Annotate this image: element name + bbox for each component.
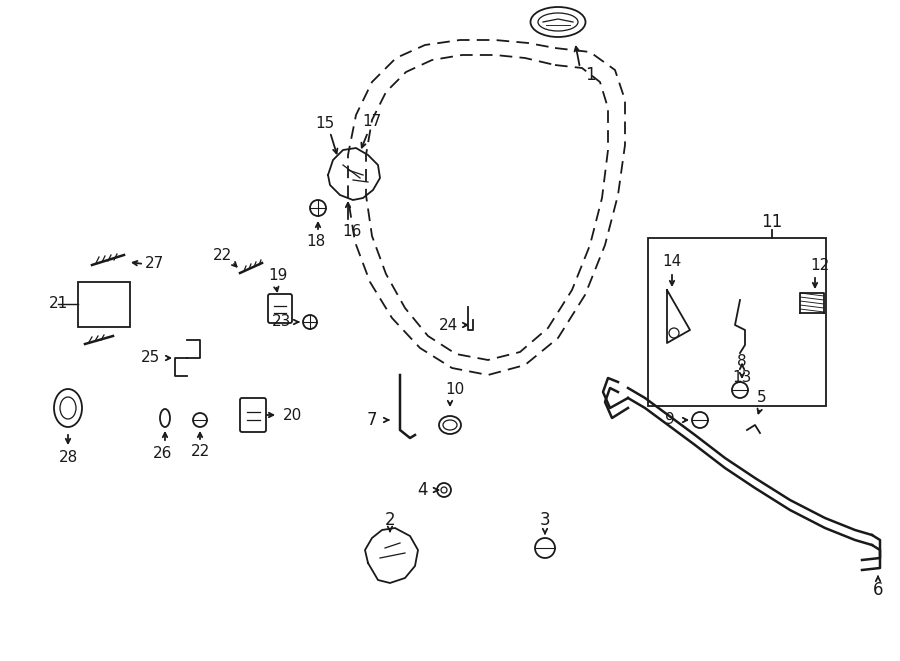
Text: 2: 2 bbox=[384, 511, 395, 529]
Text: 4: 4 bbox=[417, 481, 428, 499]
Text: 11: 11 bbox=[761, 213, 783, 231]
Text: 15: 15 bbox=[315, 116, 335, 130]
Text: 24: 24 bbox=[438, 317, 457, 332]
Text: 7: 7 bbox=[367, 411, 377, 429]
Text: 9: 9 bbox=[665, 412, 675, 428]
Bar bbox=[648, 238, 826, 406]
Text: 26: 26 bbox=[153, 446, 173, 461]
Text: 17: 17 bbox=[363, 114, 382, 130]
Text: 6: 6 bbox=[873, 581, 883, 599]
Text: 13: 13 bbox=[733, 371, 751, 385]
Text: 10: 10 bbox=[446, 383, 464, 397]
Text: 22: 22 bbox=[212, 247, 231, 262]
Text: 23: 23 bbox=[273, 315, 292, 329]
Text: 21: 21 bbox=[49, 297, 68, 311]
Text: 19: 19 bbox=[268, 268, 288, 284]
Text: 1: 1 bbox=[585, 66, 595, 84]
Text: 18: 18 bbox=[306, 235, 326, 249]
Text: 16: 16 bbox=[342, 225, 362, 239]
Bar bbox=[78, 282, 130, 327]
Text: 5: 5 bbox=[757, 391, 767, 405]
Text: 28: 28 bbox=[58, 451, 77, 465]
Text: 25: 25 bbox=[140, 350, 159, 366]
Text: 12: 12 bbox=[810, 258, 830, 272]
Text: 22: 22 bbox=[191, 444, 210, 459]
Text: 14: 14 bbox=[662, 254, 681, 270]
Text: 27: 27 bbox=[146, 256, 165, 272]
Text: 8: 8 bbox=[737, 354, 747, 369]
Text: 20: 20 bbox=[283, 407, 302, 422]
Text: 3: 3 bbox=[540, 511, 550, 529]
